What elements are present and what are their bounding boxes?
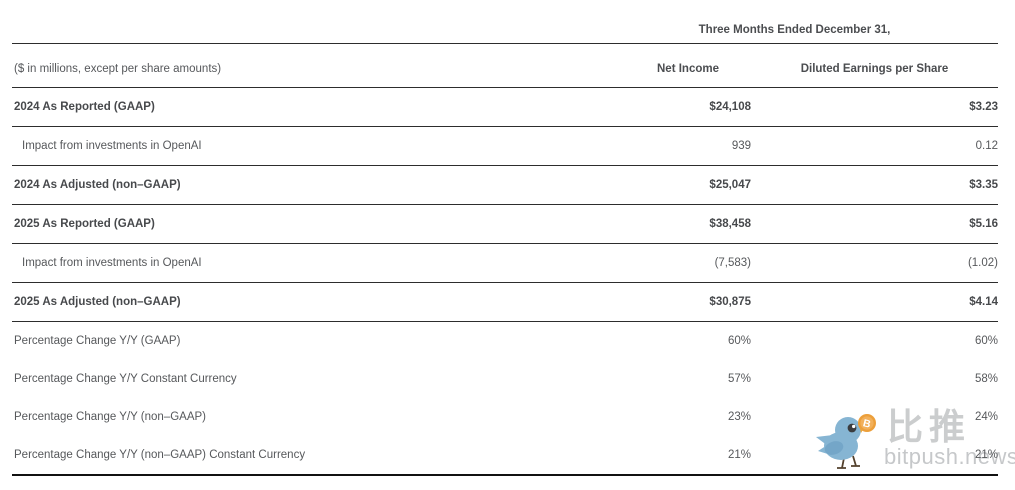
row-label: Percentage Change Y/Y Constant Currency (14, 373, 237, 385)
net-income-value: (7,583) (714, 257, 751, 269)
column-header-row: ($ in millions, except per share amounts… (12, 44, 998, 88)
diluted-eps-value: $3.35 (969, 179, 998, 191)
diluted-eps-value: $5.16 (969, 218, 998, 230)
diluted-eps-value: (1.02) (967, 257, 998, 269)
row-label: Percentage Change Y/Y (GAAP) (14, 335, 181, 347)
table-row: Percentage Change Y/Y (non–GAAP) 23% 24% (12, 398, 998, 436)
table-row: 2024 As Reported (GAAP) $24,108 $3.23 (12, 88, 998, 127)
svg-text:B: B (862, 417, 873, 431)
diluted-eps-value: 58% (974, 373, 998, 385)
net-income-value: 939 (731, 140, 751, 152)
row-label: 2024 As Adjusted (non–GAAP) (14, 179, 181, 191)
net-income-value: $30,875 (709, 296, 751, 308)
table-row: Impact from investments in OpenAI (7,583… (12, 244, 998, 283)
net-income-value: $24,108 (709, 101, 751, 113)
net-income-value: 23% (727, 411, 751, 423)
row-label: Impact from investments in OpenAI (22, 140, 202, 152)
diluted-eps-value: 60% (974, 335, 998, 347)
period-spanner-row: Three Months Ended December 31, (12, 0, 998, 44)
net-income-value: 60% (727, 335, 751, 347)
diluted-eps-value: 24% (974, 411, 998, 423)
diluted-eps-value: 21% (974, 449, 998, 461)
table-row: 2024 As Adjusted (non–GAAP) $25,047 $3.3… (12, 166, 998, 205)
table-row: 2025 As Adjusted (non–GAAP) $30,875 $4.1… (12, 283, 998, 322)
net-income-value: $38,458 (709, 218, 751, 230)
net-income-value: $25,047 (709, 179, 751, 191)
bird-wing (824, 441, 844, 455)
diluted-eps-value: $4.14 (969, 296, 998, 308)
table-row: 2025 As Reported (GAAP) $38,458 $5.16 (12, 205, 998, 244)
diluted-eps-value: $3.23 (969, 101, 998, 113)
units-note: ($ in millions, except per share amounts… (14, 62, 222, 75)
row-label: Percentage Change Y/Y (non–GAAP) (14, 411, 207, 423)
column-header-diluted-eps: Diluted Earnings per Share (800, 62, 949, 75)
diluted-eps-value: 0.12 (975, 140, 998, 152)
bitpush-brand-domain: bitpush.news (884, 444, 1015, 469)
bitpush-brand-cn: 比推 (887, 406, 972, 447)
row-label: 2025 As Reported (GAAP) (14, 218, 155, 230)
table-row: Percentage Change Y/Y Constant Currency … (12, 360, 998, 398)
table-row: Percentage Change Y/Y (GAAP) 60% 60% (12, 322, 998, 360)
bitcoin-coin-icon: B (858, 414, 876, 432)
row-label: Impact from investments in OpenAI (22, 257, 202, 269)
table-row: Percentage Change Y/Y (non–GAAP) Constan… (12, 436, 998, 474)
row-label: 2025 As Adjusted (non–GAAP) (14, 296, 181, 308)
column-header-net-income: Net Income (657, 62, 719, 75)
bird-legs (837, 455, 860, 469)
period-spanner-label: Three Months Ended December 31, (698, 23, 891, 36)
net-income-value: 21% (727, 449, 751, 461)
row-label: Percentage Change Y/Y (non–GAAP) Constan… (14, 449, 306, 461)
financial-results-table: Three Months Ended December 31, ($ in mi… (12, 0, 998, 476)
bitpush-bird-logo: B (816, 414, 876, 469)
bird-head (835, 417, 861, 443)
net-income-value: 57% (727, 373, 751, 385)
table-bottom-rule (12, 474, 998, 476)
table-row: Impact from investments in OpenAI 939 0.… (12, 127, 998, 166)
row-label: 2024 As Reported (GAAP) (14, 101, 155, 113)
